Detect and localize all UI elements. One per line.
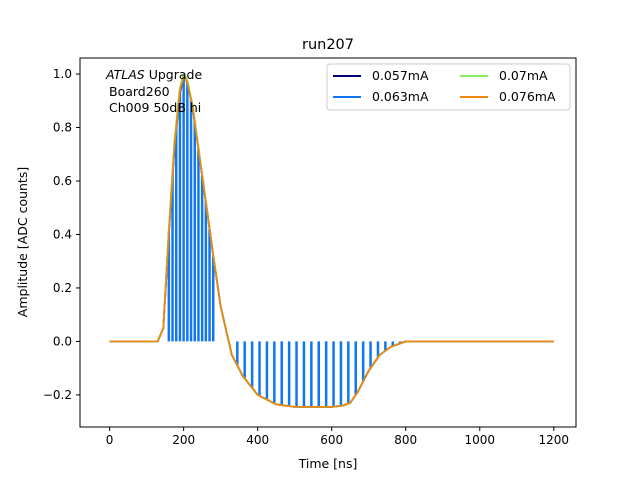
legend-entry-3: 0.076mA bbox=[499, 89, 556, 104]
legend-entry-0: 0.057mA bbox=[372, 68, 429, 83]
y-tick-label-4: 0.6 bbox=[53, 174, 72, 188]
y-tick-label-1: 0.0 bbox=[53, 334, 72, 348]
annotation-atlas: ATLAS bbox=[105, 67, 145, 82]
plot-frame bbox=[79, 57, 577, 428]
x-axis: 0 200 400 600 800 1000 1200 bbox=[106, 427, 569, 447]
x-tick-label-0: 0 bbox=[106, 433, 114, 447]
svg-text:ATLAS Upgrade: ATLAS Upgrade bbox=[105, 67, 202, 82]
y-tick-label-0: −0.2 bbox=[43, 388, 72, 402]
plot-area bbox=[109, 73, 554, 408]
annotation-board: Board260 bbox=[109, 84, 170, 99]
y-tick-label-6: 1.0 bbox=[53, 67, 72, 81]
chart-title: run207 bbox=[302, 37, 354, 53]
series-line-3 bbox=[109, 75, 554, 408]
y-tick-label-3: 0.4 bbox=[53, 227, 72, 241]
annotation-channel: Ch009 50dB hi bbox=[109, 100, 201, 115]
x-tick-label-5: 1000 bbox=[464, 433, 495, 447]
x-tick-label-3: 600 bbox=[320, 433, 343, 447]
y-tick-label-2: 0.2 bbox=[53, 281, 72, 295]
legend-entry-1: 0.063mA bbox=[372, 89, 429, 104]
x-tick-label-2: 400 bbox=[246, 433, 269, 447]
legend-box bbox=[326, 63, 571, 111]
y-axis: −0.2 0.0 0.2 0.4 0.6 0.8 1.0 bbox=[43, 67, 80, 402]
x-tick-label-1: 200 bbox=[172, 433, 195, 447]
legend: 0.057mA 0.063mA 0.07mA 0.076mA bbox=[326, 63, 571, 111]
x-tick-label-6: 1200 bbox=[539, 433, 570, 447]
annotation: ATLAS Upgrade Board260 Ch009 50dB hi bbox=[105, 67, 202, 115]
legend-entry-2: 0.07mA bbox=[499, 68, 548, 83]
y-tick-label-5: 0.8 bbox=[53, 121, 72, 135]
y-axis-label: Amplitude [ADC counts] bbox=[15, 167, 30, 317]
x-axis-label: Time [ns] bbox=[298, 456, 358, 471]
annotation-upgrade: Upgrade bbox=[145, 67, 203, 82]
x-tick-label-4: 800 bbox=[394, 433, 417, 447]
